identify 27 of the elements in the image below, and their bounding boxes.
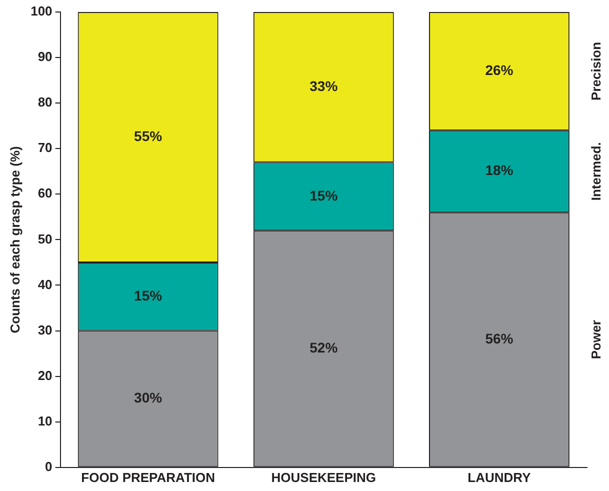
y-tick-label: 0: [45, 458, 52, 474]
y-tick-label: 60: [38, 186, 52, 201]
y-tick-label: 10: [38, 413, 52, 428]
y-tick-label: 30: [38, 322, 52, 338]
text: Power: [588, 320, 604, 360]
data-label: 30%: [134, 390, 163, 406]
text: Precision: [588, 42, 604, 100]
x-tick-label: LAUNDRY: [468, 470, 532, 485]
data-label: 52%: [310, 340, 338, 356]
data-label: 15%: [134, 287, 163, 304]
data-label: 26%: [485, 62, 514, 78]
y-tick-label: 90: [38, 49, 52, 64]
y-tick-label: 100: [30, 4, 52, 19]
y-tick-label: 50: [38, 231, 52, 246]
y-tick-label: 70: [38, 140, 52, 156]
data-label: 18%: [485, 162, 514, 178]
data-label: 33%: [310, 78, 338, 94]
y-tick-label: 20: [38, 368, 52, 383]
y-axis-title: Counts of each grasp type (%): [7, 146, 22, 334]
y-tick-label: 40: [38, 276, 52, 292]
x-tick-label: FOOD PREPARATION: [81, 470, 216, 485]
data-label: 56%: [485, 330, 514, 346]
x-tick-label: HOUSEKEEPING: [271, 470, 376, 485]
text: Intermed.: [588, 142, 604, 201]
data-label: 55%: [134, 128, 163, 144]
data-label: 15%: [310, 187, 338, 204]
y-tick-label: 80: [38, 94, 52, 110]
